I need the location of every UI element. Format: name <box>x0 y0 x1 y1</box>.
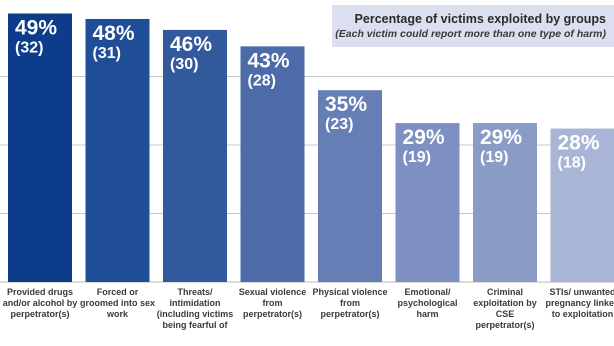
bar-value-label: 46% <box>170 33 212 56</box>
category-label: Forced or groomed into sex work <box>79 287 155 319</box>
bar-count-label: (19) <box>480 149 508 166</box>
bar-count-label: (31) <box>93 45 121 62</box>
category-label: Criminal exploitation by CSE perpetrator… <box>473 287 537 330</box>
category-label: STIs/ unwanted pregnancy linked to explo… <box>545 287 614 319</box>
bar-count-label: (30) <box>170 56 198 73</box>
bar <box>550 128 614 282</box>
chart-subtitle: (Each victim could report more than one … <box>335 28 606 40</box>
bar-value-label: 29% <box>480 126 522 149</box>
category-label: Emotional/ psychological harm <box>397 287 458 319</box>
bar <box>85 18 150 283</box>
chart-title: Percentage of victims exploited by group… <box>354 12 606 26</box>
category-label: Threats/ intimidation (including victims… <box>156 287 234 330</box>
bar <box>163 29 227 283</box>
bar-value-label: 29% <box>403 126 445 149</box>
bar-value-label: 35% <box>325 93 367 116</box>
bar <box>318 90 382 282</box>
bar-count-label: (23) <box>325 116 353 133</box>
bar-count-label: (19) <box>403 149 431 166</box>
category-label: Sexual violence from perpetrator(s) <box>238 287 307 319</box>
bar-value-label: 49% <box>15 16 57 39</box>
category-label: Provided drugs and/or alcohol by perpetr… <box>2 287 78 319</box>
bar <box>473 123 537 282</box>
bar-value-label: 48% <box>93 22 135 45</box>
chart-legend-box: Percentage of victims exploited by group… <box>332 5 614 47</box>
bar-count-label: (32) <box>15 39 43 56</box>
category-label: Physical violence from perpetrator(s) <box>312 287 388 319</box>
bar <box>395 123 460 282</box>
bar <box>240 46 305 282</box>
bar-count-label: (28) <box>248 72 276 89</box>
bar <box>8 13 72 282</box>
bar-value-label: 43% <box>248 49 290 72</box>
bar-count-label: (18) <box>558 155 586 172</box>
bar-value-label: 28% <box>558 132 600 155</box>
